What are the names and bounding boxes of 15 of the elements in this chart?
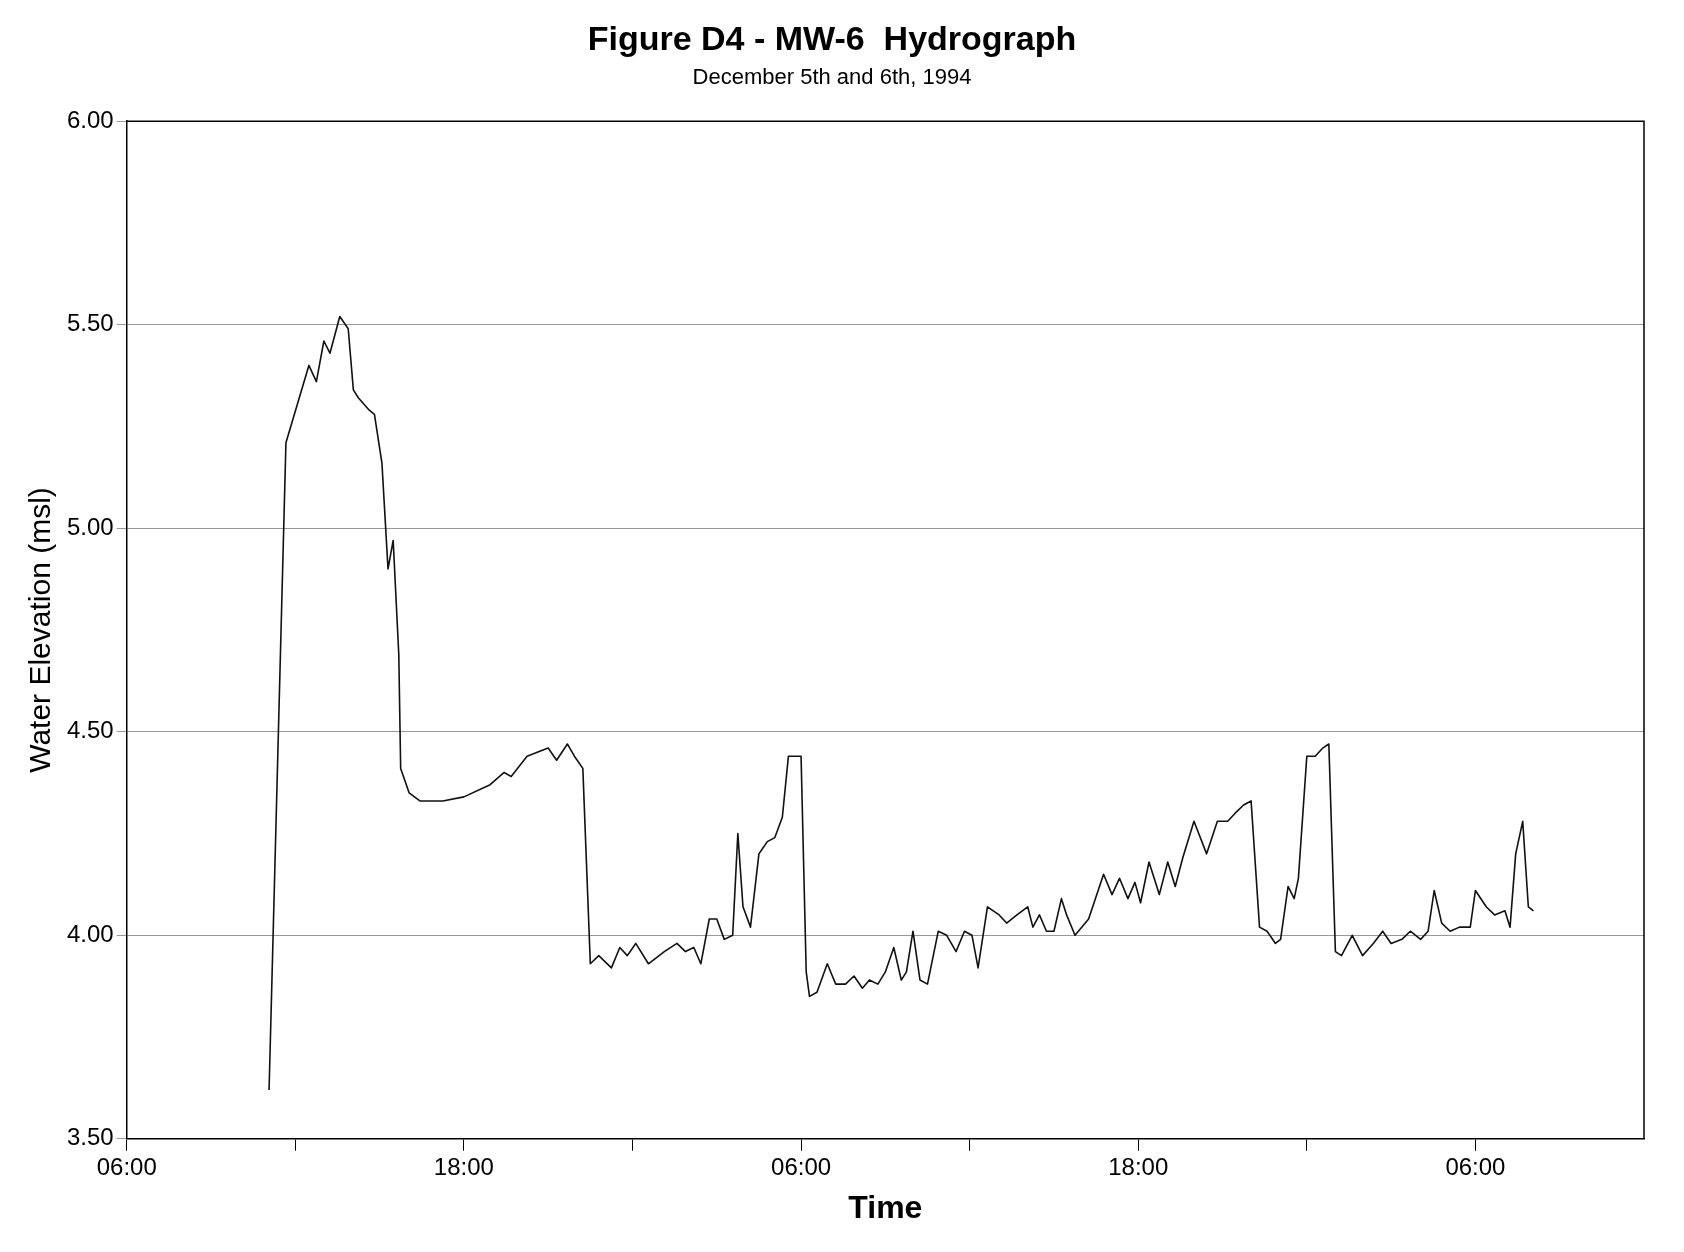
x-tick-label: 06:00 <box>771 1152 832 1180</box>
y-tick-label: 4.50 <box>66 716 114 744</box>
y-axis-title: Water Elevation (msl) <box>23 487 57 773</box>
x-tick-label: 18:00 <box>1108 1152 1169 1180</box>
chart-title: Figure D4 - MW-6 Hydrograph <box>587 18 1077 57</box>
y-tick-label: 4.00 <box>66 919 114 947</box>
y-tick-label: 6.00 <box>66 105 114 133</box>
x-tick-label: 18:00 <box>433 1152 494 1180</box>
y-tick-label: 5.00 <box>66 512 114 540</box>
chart-subtitle: December 5th and 6th, 1994 <box>692 64 972 90</box>
y-tick-label: 5.50 <box>66 309 114 337</box>
y-tick-label: 3.50 <box>66 1123 114 1151</box>
x-tick-label: 06:00 <box>96 1152 157 1180</box>
x-axis-title: Time <box>848 1188 923 1225</box>
x-tick-label: 06:00 <box>1445 1152 1506 1180</box>
